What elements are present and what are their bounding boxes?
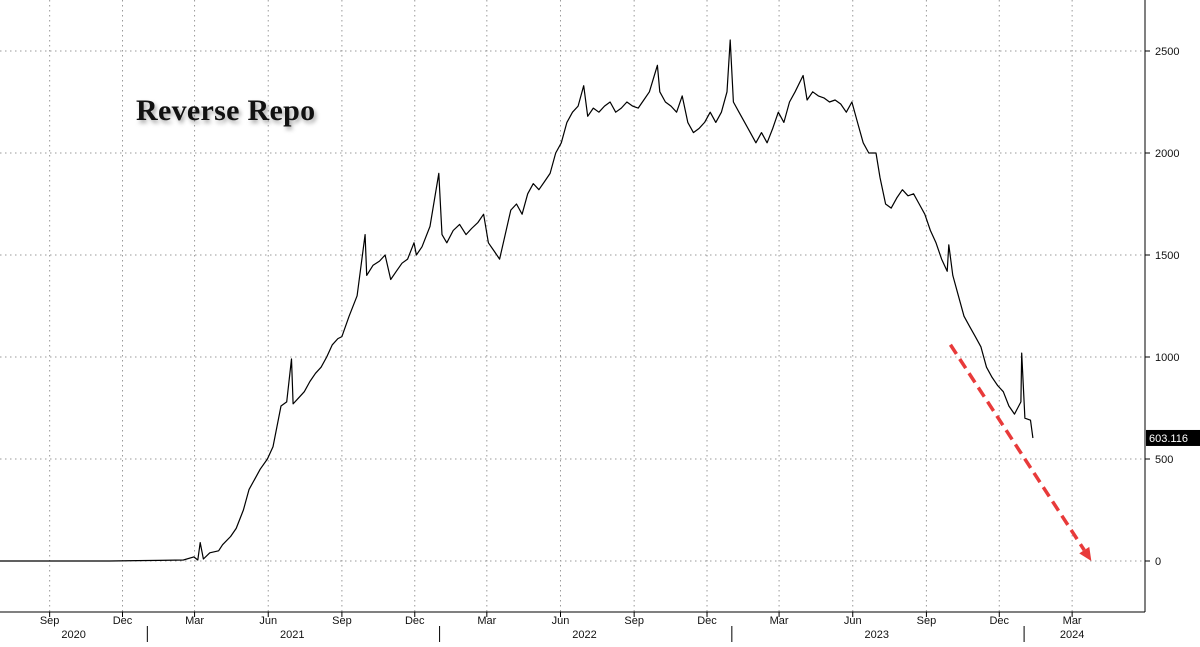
x-tick-label: Sep — [917, 615, 937, 627]
x-tick-label: Jun — [844, 615, 862, 627]
y-tick-label: 2500 — [1155, 46, 1179, 58]
y-tick-label: 1000 — [1155, 352, 1179, 364]
trend-arrow-shaft — [948, 343, 1086, 552]
x-year-label: 2020 — [61, 629, 85, 641]
y-tick-label: 500 — [1155, 454, 1173, 466]
x-tick-label: Dec — [405, 615, 425, 627]
grid-layer — [0, 0, 1145, 612]
last-value-label: 603.116 — [1149, 433, 1188, 445]
x-year-label: 2024 — [1060, 629, 1084, 641]
x-tick-label: Mar — [770, 615, 789, 627]
y-tick-label: 1500 — [1155, 250, 1179, 262]
y-tick-label: 0 — [1155, 556, 1161, 568]
x-tick-label: Dec — [989, 615, 1009, 627]
last-value-box — [1146, 429, 1200, 446]
x-tick-label: Dec — [113, 615, 133, 627]
x-year-label: 2023 — [865, 629, 889, 641]
y-tick-label: 2000 — [1155, 148, 1179, 160]
x-tick-label: Mar — [1063, 615, 1082, 627]
x-tick-label: Jun — [552, 615, 570, 627]
trend-arrow-head — [1079, 546, 1092, 561]
axis-layer: 0 500 1000 1500 2000 2500 Sep Dec Mar Jun Sep Dec Ma… — [0, 0, 1179, 642]
annotation-layer — [948, 343, 1092, 561]
x-tick-label: Jun — [259, 615, 277, 627]
x-tick-label: Mar — [477, 615, 496, 627]
series-layer — [0, 39, 1034, 562]
x-tick-label: Sep — [624, 615, 644, 627]
x-tick-label: Sep — [40, 615, 60, 627]
label-layer: 603.116 — [1146, 429, 1200, 446]
x-year-label: 2022 — [572, 629, 596, 641]
x-tick-label: Dec — [697, 615, 717, 627]
x-tick-label: Mar — [185, 615, 204, 627]
x-tick-label: Sep — [332, 615, 352, 627]
chart-title: Reverse Repo — [136, 94, 316, 127]
x-year-label: 2021 — [280, 629, 304, 641]
series-line — [0, 39, 1034, 562]
